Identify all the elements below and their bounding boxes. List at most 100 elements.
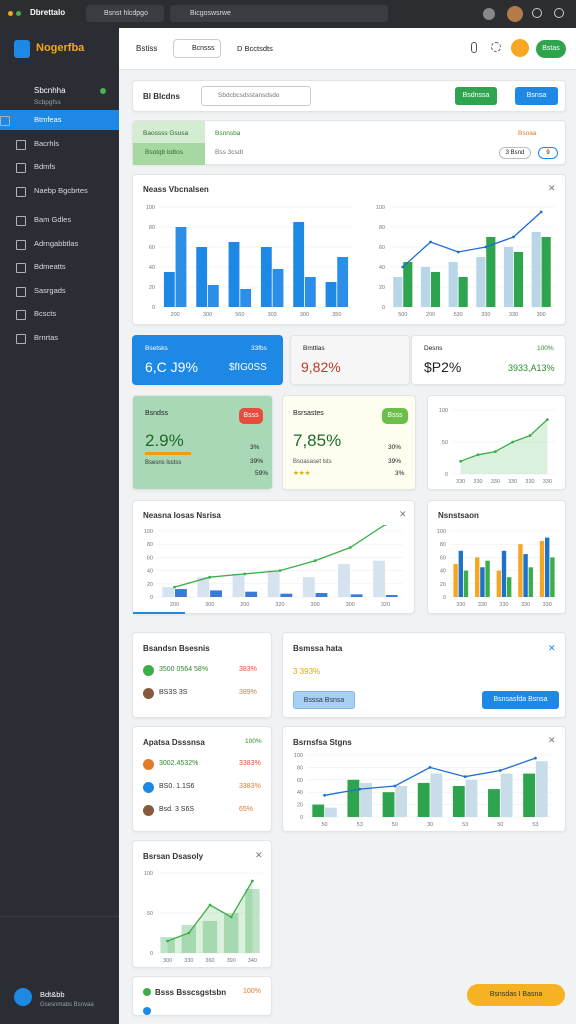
point <box>528 434 532 437</box>
dot <box>8 11 13 16</box>
side-item[interactable]: Sasrgads <box>16 281 119 301</box>
y-tick-label: 100 <box>144 529 153 535</box>
list-label: 3002.4532% <box>159 760 199 767</box>
x-tick-label: 50 <box>392 822 398 828</box>
toolbar-button[interactable]: Bsnsa <box>515 87 558 105</box>
avatar[interactable] <box>511 39 529 57</box>
bar <box>403 262 413 307</box>
overview-title: Neass Vbcnalsen <box>143 185 209 194</box>
close-icon[interactable]: ✕ <box>548 643 556 653</box>
bar <box>228 242 240 307</box>
point <box>384 525 387 526</box>
bar <box>267 570 280 597</box>
bar <box>245 889 260 953</box>
browser-tab[interactable]: Bsnst hlcdpgo <box>86 5 164 22</box>
x-tick-label: 300 <box>205 602 214 608</box>
browser-tab[interactable]: Bicgoswsrwe <box>170 5 388 22</box>
bar <box>480 567 485 597</box>
x-tick-label: 330 <box>184 958 193 964</box>
mix-title: Nsnstsaon <box>438 511 479 520</box>
side-item[interactable]: Adrngabbtlas <box>16 234 119 254</box>
chart: 0 20 40 60 80 100 330 330 330 330 330 <box>437 529 558 608</box>
browser-title: Dbrettalo <box>30 8 66 17</box>
side-item[interactable]: Bdmfs <box>16 157 119 177</box>
y-tick-label: 80 <box>379 225 385 231</box>
kpi-card: Bmttlas 9,82% <box>290 335 410 385</box>
y-tick-label: 20 <box>297 803 303 809</box>
series-card: Bsrnsfsa Stgns ✕ 0 20 40 60 80 100 50 53 50 30 53 5… <box>282 726 566 832</box>
brand: Nogerfba <box>36 42 85 54</box>
tab-sub: Bss 3csdt <box>215 149 244 156</box>
rating: ★★★ <box>293 470 311 477</box>
point <box>358 787 362 791</box>
cta[interactable]: Bsnsdas I Basna <box>467 984 565 1006</box>
bar <box>496 570 502 597</box>
tab-active[interactable]: Baossss Gsusa Bsotqb bdtos <box>133 121 205 165</box>
bar <box>210 590 222 597</box>
x-tick-label: 330 <box>491 479 500 485</box>
bar <box>501 550 507 597</box>
point <box>323 793 326 797</box>
toolbar-button[interactable]: Bsdnssa <box>455 87 497 105</box>
list-label: BS3S 3S <box>159 689 188 696</box>
bar <box>240 289 252 307</box>
header-button[interactable]: Bcnsss <box>173 39 221 58</box>
side-item[interactable]: Brnrtas <box>16 328 119 348</box>
tabs-badge: 9 <box>538 147 558 159</box>
avatar <box>14 988 32 1006</box>
x-tick-label: 340 <box>248 958 257 964</box>
trend-title: Neasna Iosas Nsrisa <box>143 511 221 520</box>
side-item[interactable]: Btmfeas <box>0 110 119 130</box>
y-tick-label: 100 <box>439 408 448 414</box>
avatar <box>507 6 523 22</box>
bar <box>417 782 430 817</box>
bar <box>325 282 337 307</box>
y-tick-label: 100 <box>144 871 153 877</box>
x-tick-label: 330 <box>473 479 482 485</box>
bar <box>513 252 524 307</box>
y-tick-label: 0 <box>300 815 303 821</box>
x-tick-label: 53 <box>462 822 468 828</box>
y-tick-label: 100 <box>294 753 303 759</box>
kpi-tag: 100% <box>537 345 554 352</box>
bar <box>463 570 469 597</box>
line <box>402 211 542 268</box>
close-icon[interactable]: ✕ <box>548 735 556 745</box>
x-tick-label: 200 <box>240 602 249 608</box>
notice-button[interactable]: Bsssa Bsnsa <box>293 691 355 709</box>
side-item[interactable]: Bcscts <box>16 304 119 324</box>
header-action[interactable]: Bstas <box>536 40 566 58</box>
bar <box>202 921 218 953</box>
close-icon[interactable]: ✕ <box>548 183 556 193</box>
notice-button[interactable]: Bsnsasfda Bsnsa <box>482 691 559 709</box>
kpi-label: Bmttlas <box>303 345 325 352</box>
close-icon[interactable]: ✕ <box>399 509 407 519</box>
chart: 0 50 100 300 330 360 390 340 <box>144 871 263 964</box>
bar <box>430 773 443 817</box>
search-input[interactable]: Sbdcbcsdsstansdsdo <box>201 86 311 106</box>
side-item[interactable]: Bam Gdles <box>16 210 119 230</box>
area <box>167 881 253 953</box>
y-tick-label: 100 <box>146 205 155 211</box>
kpi-sub: 3933,A13% <box>508 363 555 373</box>
icon <box>554 8 564 18</box>
close-icon[interactable]: ✕ <box>255 850 263 860</box>
bar <box>539 540 545 597</box>
x-tick-label: 330 <box>456 602 465 608</box>
x-tick-label: 200 <box>171 312 180 318</box>
list-label: BS0. 1.1S6 <box>159 783 195 790</box>
side-item[interactable]: Bdmeatts <box>16 257 119 277</box>
y-tick-label: 80 <box>297 765 303 771</box>
tabs-pill: 3 Bsnd <box>499 147 531 159</box>
bar <box>528 567 533 597</box>
chart-card: 0 50 100 330 330 330 330 330 330 <box>427 395 566 490</box>
side-item[interactable]: Naebp Bgcbrtes <box>16 181 119 201</box>
y-tick-label: 40 <box>149 265 155 271</box>
side-item[interactable]: Bacrhls <box>16 134 119 154</box>
footer-title: Bsss Bsscsgstsbn <box>155 988 227 997</box>
x-tick-label: 200 <box>170 602 179 608</box>
divider <box>0 916 119 917</box>
x-tick-label: 330 <box>481 312 490 318</box>
bar <box>163 272 175 307</box>
